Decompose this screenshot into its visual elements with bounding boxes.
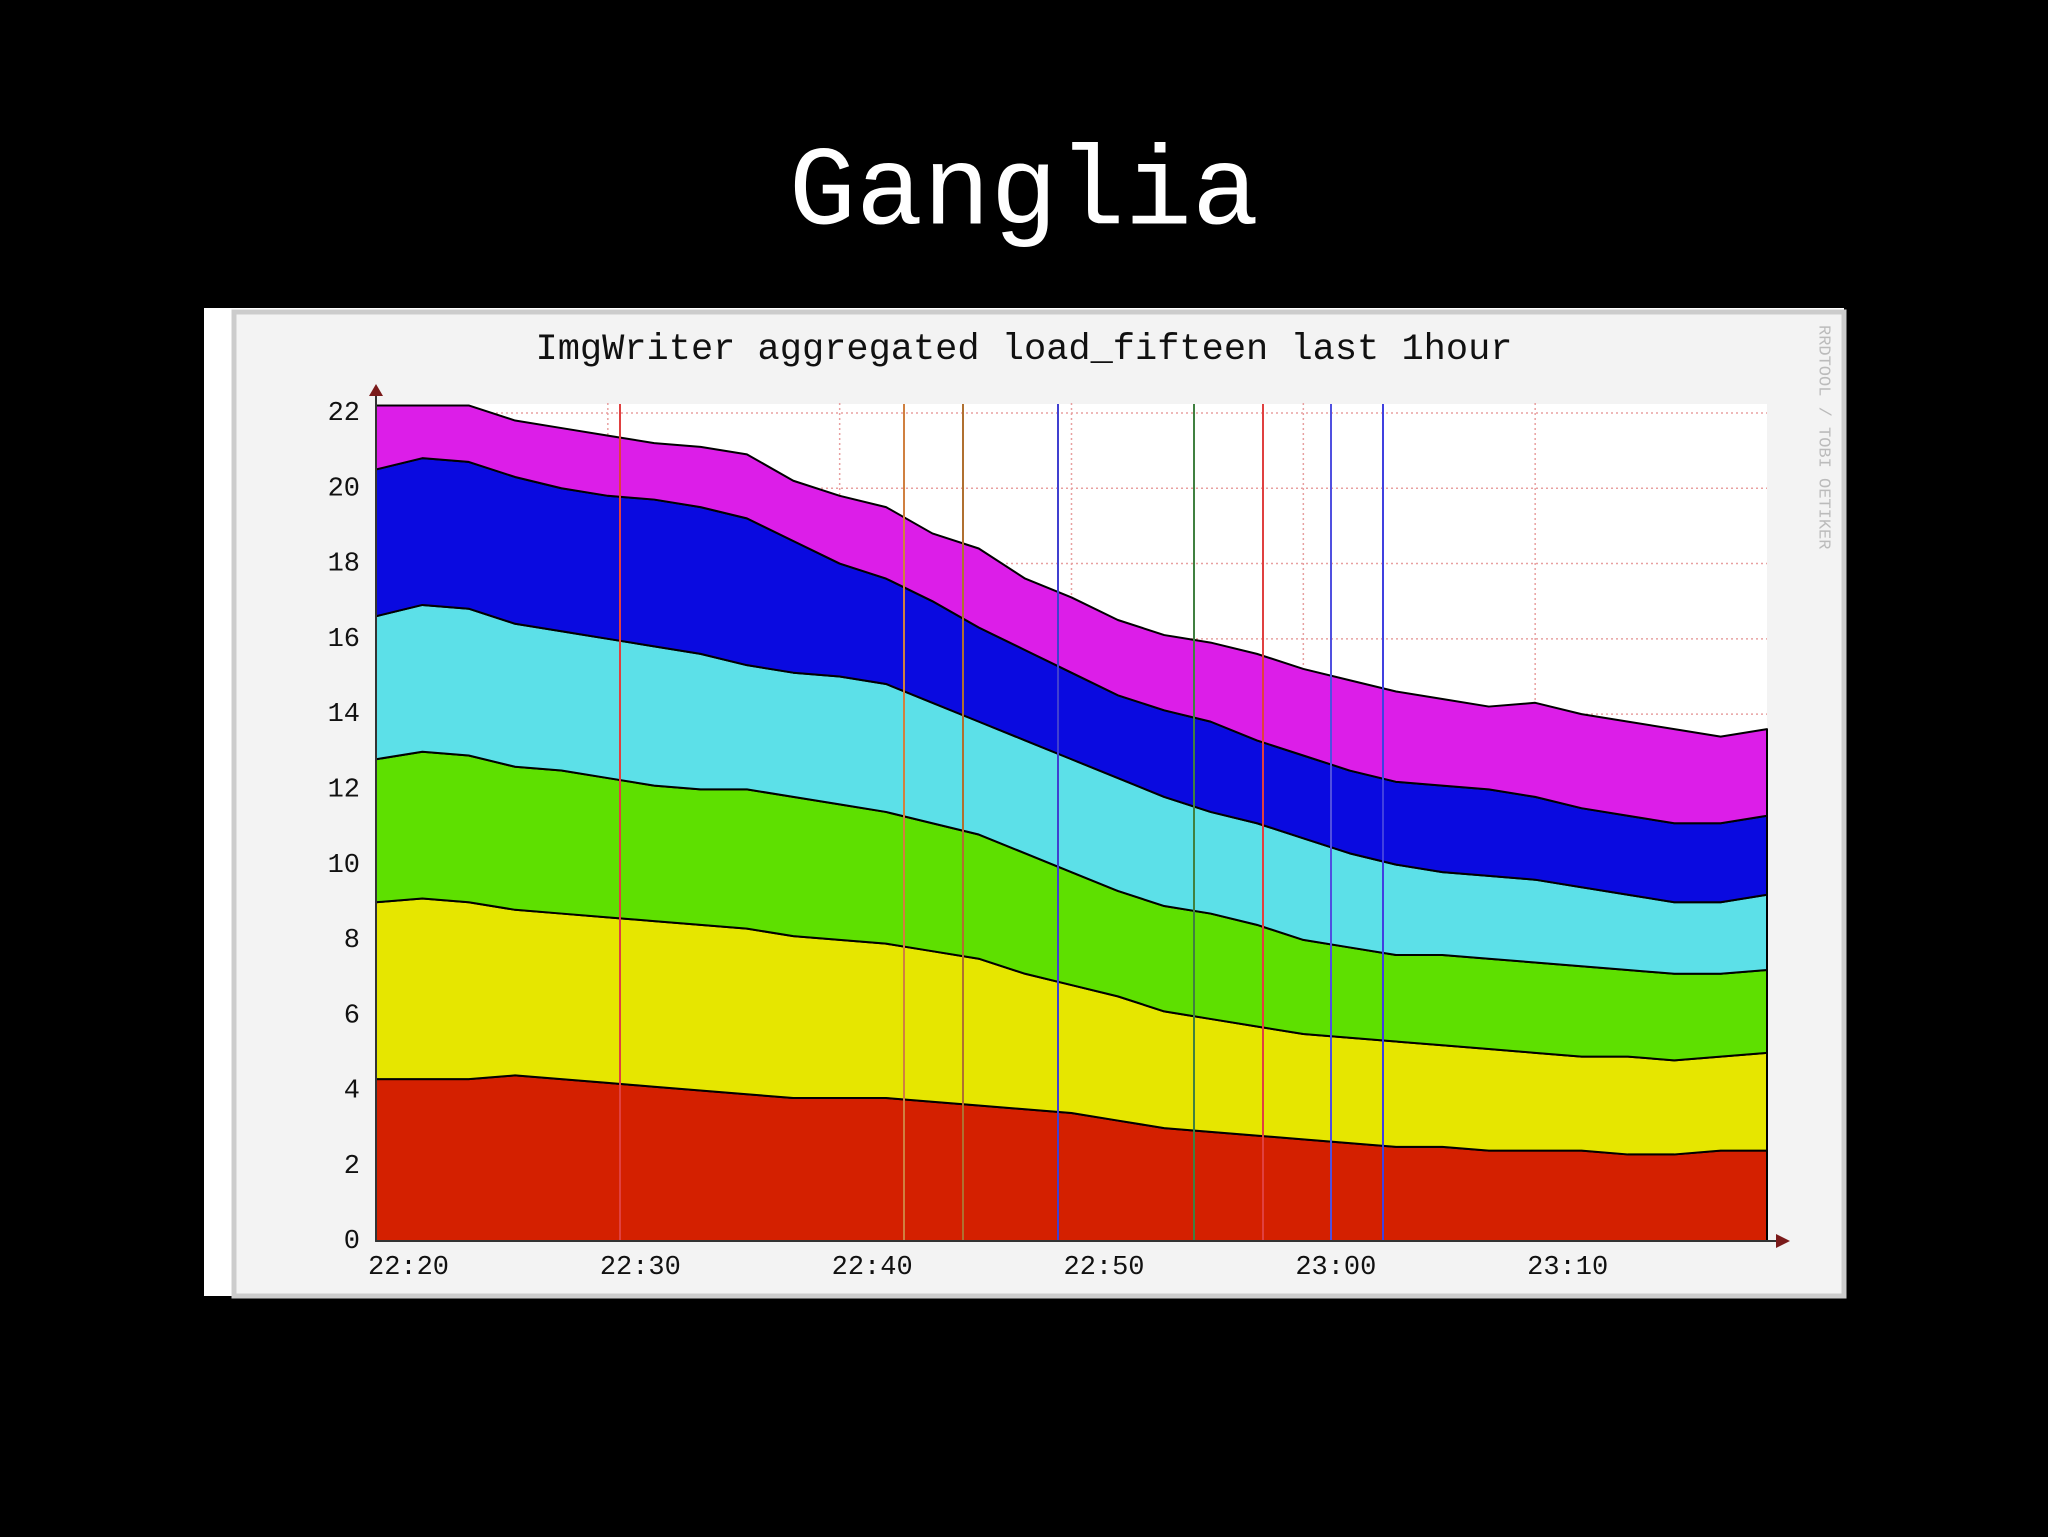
x-tick-label: 23:00	[1295, 1253, 1376, 1283]
y-tick-label: 6	[344, 1001, 360, 1031]
y-tick-label: 18	[328, 550, 360, 580]
x-tick-label: 22:50	[1064, 1253, 1145, 1283]
axes	[369, 384, 1790, 1248]
y-tick-label: 2	[344, 1152, 360, 1182]
area	[375, 404, 1768, 825]
event-lines	[619, 404, 1384, 1241]
plot	[375, 404, 1768, 1242]
y-tick-label: 0	[344, 1227, 360, 1257]
y-tick-label: 4	[344, 1077, 360, 1107]
y-tick-label: 10	[328, 851, 360, 881]
y-tick-label: 8	[344, 926, 360, 956]
y-tick-label: 22	[328, 399, 360, 429]
y-tick-label: 14	[328, 700, 360, 730]
x-arrow	[1776, 1234, 1790, 1248]
y-tick-label: 16	[328, 625, 360, 655]
x-tick-label: 22:40	[832, 1253, 913, 1283]
y-tick-label: 20	[328, 474, 360, 504]
x-tick-label: 22:20	[368, 1253, 449, 1283]
y-arrow	[369, 384, 383, 396]
chart-title: ImgWriter aggregated load_fifteen last 1…	[536, 329, 1513, 371]
watermark: RRDTOOL / TOBI OETIKER	[1814, 325, 1833, 549]
x-tick-label: 22:30	[600, 1253, 681, 1283]
tick-labels: 0 2 4 6 8 10 12 14 16 18 20 22 22:20 22:30 22:40 22:50 2…	[328, 399, 1609, 1283]
slide-title: Ganglia	[789, 131, 1259, 258]
x-tick-label: 23:10	[1527, 1253, 1608, 1283]
y-tick-label: 12	[328, 775, 360, 805]
